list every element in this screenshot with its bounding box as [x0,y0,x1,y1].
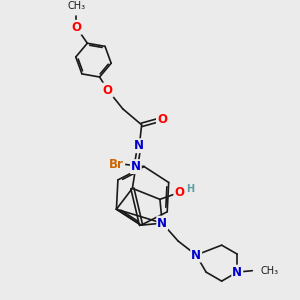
Text: O: O [157,113,167,126]
Text: O: O [71,21,81,34]
Text: CH₃: CH₃ [260,266,279,276]
Text: Br: Br [110,158,124,171]
Text: N: N [157,217,167,230]
Text: N: N [131,160,141,173]
Text: N: N [134,139,144,152]
Text: N: N [232,266,242,279]
Text: N: N [191,248,201,262]
Text: O: O [174,187,184,200]
Text: H: H [186,184,194,194]
Text: O: O [103,83,113,97]
Text: CH₃: CH₃ [67,1,86,11]
